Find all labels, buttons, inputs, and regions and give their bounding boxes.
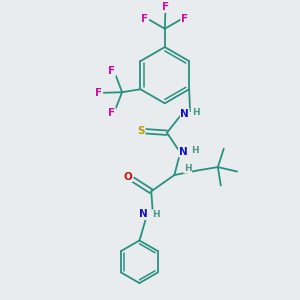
Text: F: F xyxy=(95,88,102,98)
Text: F: F xyxy=(181,14,188,24)
Text: O: O xyxy=(124,172,133,182)
Text: F: F xyxy=(109,108,116,118)
Text: H: H xyxy=(152,210,160,219)
Text: N: N xyxy=(140,209,148,219)
Text: H: H xyxy=(184,164,191,173)
Text: N: N xyxy=(179,147,188,157)
Text: F: F xyxy=(141,14,148,24)
Text: F: F xyxy=(162,2,169,12)
Text: H: H xyxy=(191,146,198,155)
Text: N: N xyxy=(180,109,189,118)
Text: S: S xyxy=(137,126,145,136)
Text: H: H xyxy=(192,108,200,117)
Text: F: F xyxy=(109,66,116,76)
